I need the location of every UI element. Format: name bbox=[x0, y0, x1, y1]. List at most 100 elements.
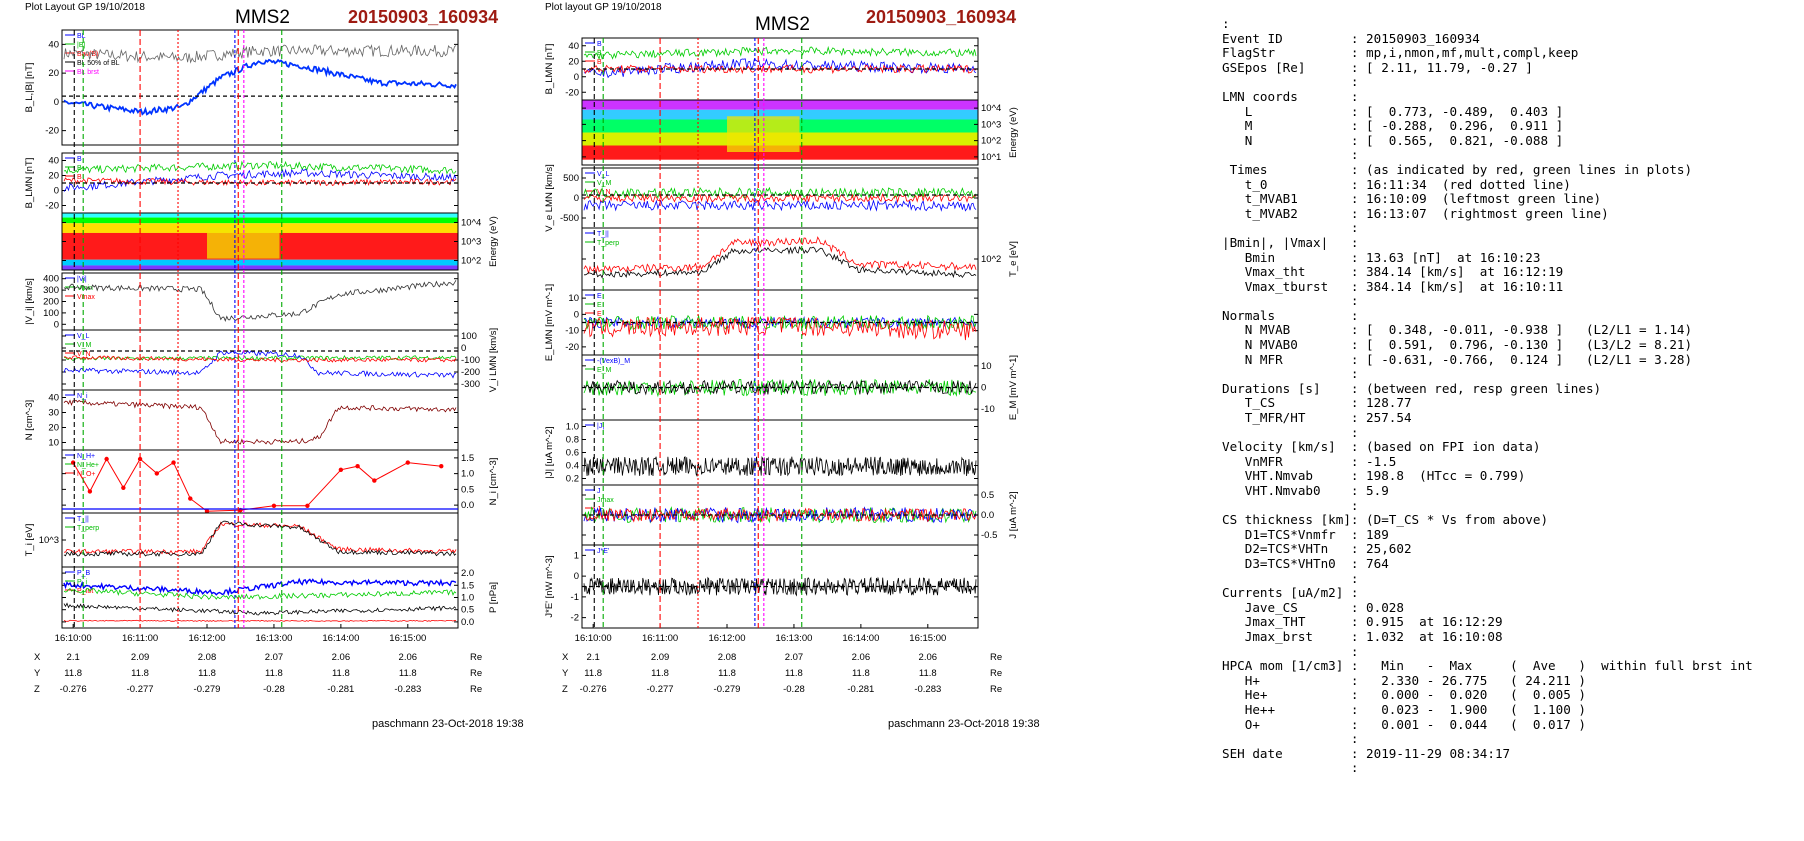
y-tick-label: 0 bbox=[981, 383, 986, 394]
info-line: : bbox=[1222, 147, 1359, 163]
y-axis-label: T_i [eV] bbox=[24, 524, 35, 557]
y-tick-label: -20 bbox=[45, 201, 59, 212]
orbit-row-label: Z bbox=[34, 684, 40, 695]
y-axis-label: J*E' [nW m^-3] bbox=[544, 555, 555, 617]
legend-label: N_H+ bbox=[77, 453, 95, 460]
y-tick-label: 0.0 bbox=[461, 500, 474, 511]
y-tick-label: -10 bbox=[981, 404, 995, 415]
orbit-unit: Re bbox=[470, 652, 482, 663]
y-tick-label: 40 bbox=[48, 156, 59, 167]
info-line: Vmax_tburst : 384.14 [km/s] at 16:10:11 bbox=[1222, 278, 1564, 294]
y-tick-label: 0 bbox=[574, 72, 579, 83]
info-line: VHT.Nmvab : 198.8 (HTcc = 0.799) bbox=[1222, 468, 1526, 484]
orbit-unit: Re bbox=[470, 684, 482, 695]
y-tick-label: 200 bbox=[43, 297, 59, 308]
spectrogram-band bbox=[62, 265, 458, 270]
legend-label: |Vi| bbox=[77, 276, 87, 283]
y-tick-label: 100 bbox=[461, 331, 477, 342]
orbit-unit: Re bbox=[990, 668, 1002, 679]
series-line bbox=[584, 245, 977, 279]
event-id-left: 20150903_160934 bbox=[348, 7, 499, 27]
data-point bbox=[305, 503, 310, 508]
y-tick-label: 40 bbox=[568, 41, 579, 52]
orbit-value: -0.28 bbox=[783, 684, 805, 695]
data-point bbox=[104, 456, 109, 462]
legend-label: V_M bbox=[77, 342, 92, 349]
spectrogram-band bbox=[62, 259, 458, 266]
info-line: FlagStr : mp,i,nmon,mf,mult,compl,keep bbox=[1222, 45, 1579, 61]
y-axis-label: V_i LMN [km/s] bbox=[488, 328, 499, 392]
data-point bbox=[204, 509, 210, 514]
orbit-value: 11.8 bbox=[265, 668, 283, 679]
series-line bbox=[63, 399, 457, 445]
data-point bbox=[338, 467, 344, 472]
orbit-value: -0.283 bbox=[914, 684, 941, 695]
legend-label: E bbox=[597, 293, 602, 300]
y-axis-label: E_M [mV m^-1] bbox=[1008, 355, 1019, 420]
orbit-value: 2.09 bbox=[651, 652, 670, 663]
info-line: t_0 : 16:11:34 (red dotted line) bbox=[1222, 176, 1571, 192]
x-tick-label: 16:11:00 bbox=[642, 633, 678, 644]
orbit-value: 2.06 bbox=[332, 652, 351, 663]
info-line: : bbox=[1222, 424, 1359, 440]
panel-HPCA: 1.5 1.0 0.5 0.0 N_i [cm^-3] N_H+ N_He+ N_O+ bbox=[61, 449, 499, 514]
y-tick-label: 0.0 bbox=[981, 510, 994, 521]
spectrogram-band bbox=[62, 213, 458, 218]
y-tick-label: 10^2 bbox=[461, 256, 481, 267]
orbit-value: -0.276 bbox=[580, 684, 607, 695]
spectrogram-band bbox=[62, 217, 458, 224]
event-info-panel: : Event ID : 20150903_160934 FlagStr : mp,… bbox=[1222, 16, 1802, 829]
legend-label: B bbox=[77, 156, 82, 163]
orbit-value: 2.06 bbox=[399, 652, 418, 663]
orbit-value: 2.07 bbox=[265, 652, 284, 663]
y-tick-label: -300 bbox=[461, 379, 480, 390]
series-line bbox=[63, 44, 457, 64]
y-axis-label: V_e LMN [km/s] bbox=[544, 164, 555, 232]
legend-label: Jmax bbox=[597, 497, 614, 504]
info-line: t_MVAB1 : 16:10:09 (leftmost green line) bbox=[1222, 191, 1602, 207]
x-tick-label: 16:15:00 bbox=[909, 633, 946, 644]
x-tick-label: 16:12:00 bbox=[189, 633, 226, 644]
orbit-value: -0.279 bbox=[194, 684, 221, 695]
y-tick-label: 1.0 bbox=[461, 593, 474, 604]
series-line bbox=[583, 456, 977, 478]
x-tick-label: 16:11:00 bbox=[122, 633, 158, 644]
orbit-value: 11.8 bbox=[399, 668, 417, 679]
y-tick-label: 0 bbox=[54, 319, 59, 330]
y-axis-label: E_LMN [mV m^-1] bbox=[544, 284, 555, 361]
legend-label: N_He+ bbox=[77, 462, 99, 469]
series-line bbox=[583, 236, 977, 275]
panel-frame bbox=[581, 227, 979, 291]
orbit-value: 11.8 bbox=[131, 668, 149, 679]
y-tick-label: 10^3 bbox=[461, 237, 481, 248]
legend-label: T_perp bbox=[597, 240, 619, 247]
series-line bbox=[63, 350, 457, 379]
y-tick-label: 1.0 bbox=[566, 422, 579, 433]
y-tick-label: 1 bbox=[574, 550, 579, 561]
info-line: : bbox=[1222, 643, 1359, 659]
series-line bbox=[583, 199, 977, 212]
y-tick-label: 20 bbox=[568, 56, 579, 67]
legend-label: V_N bbox=[597, 189, 611, 196]
y-tick-label: 10 bbox=[48, 438, 59, 449]
series-line bbox=[63, 602, 457, 616]
info-line: L : [ 0.773, -0.489, 0.403 ] bbox=[1222, 103, 1564, 119]
info-line: : bbox=[1222, 220, 1359, 236]
y-tick-label: 400 bbox=[43, 274, 59, 285]
info-line: LMN coords : bbox=[1222, 88, 1359, 104]
y-tick-label: 20 bbox=[48, 423, 59, 434]
orbit-value: 2.08 bbox=[198, 652, 217, 663]
series-line bbox=[63, 355, 457, 361]
x-tick-label: 16:13:00 bbox=[255, 633, 292, 644]
series-line bbox=[63, 355, 457, 363]
y-tick-label: 40 bbox=[48, 393, 59, 404]
panel-EM: 10 0 -10 E_M [mV m^-1] -(VexB)_M E_M bbox=[581, 354, 1019, 421]
orbit-value: -0.281 bbox=[847, 684, 874, 695]
legend-label: E bbox=[597, 311, 602, 318]
orbit-value: 11.8 bbox=[64, 668, 82, 679]
orbit-row-label: Z bbox=[562, 684, 568, 695]
info-line: t_MVAB2 : 16:13:07 (rightmost green line… bbox=[1222, 205, 1609, 221]
y-tick-label: 0.5 bbox=[461, 484, 474, 495]
orbit-value: -0.28 bbox=[263, 684, 285, 695]
